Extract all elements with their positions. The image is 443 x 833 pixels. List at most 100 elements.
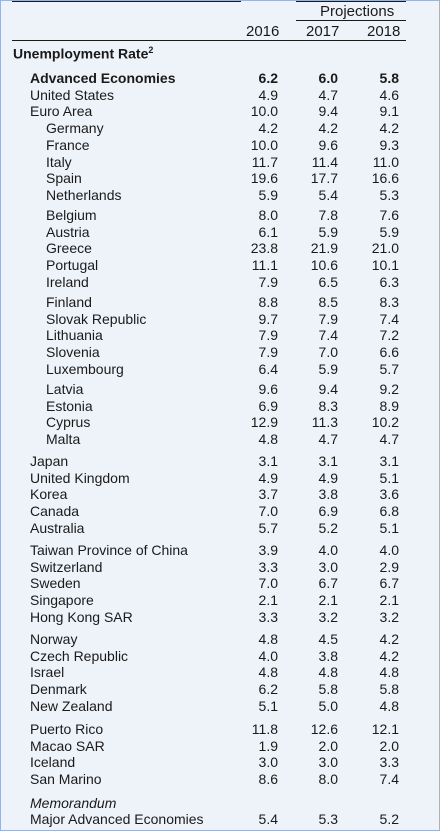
value-2018: 12.1 <box>371 721 399 737</box>
row-label: United Kingdom <box>30 469 130 486</box>
value-2017: 3.1 <box>318 453 338 469</box>
table-row: Germany 4.2 4.2 4.2 <box>0 120 440 136</box>
value-2018: 7.4 <box>379 310 399 327</box>
value-2016: 3.3 <box>258 558 278 575</box>
value-2016: 7.0 <box>258 575 278 592</box>
value-2018: 10.1 <box>371 257 399 274</box>
value-2016: 3.7 <box>258 486 278 503</box>
value-2018: 4.0 <box>379 542 399 558</box>
row-label: Advanced Economies <box>30 70 176 86</box>
value-2018: 4.8 <box>379 697 399 714</box>
value-2016: 6.4 <box>258 360 278 377</box>
table-row: Slovenia 7.9 7.0 6.6 <box>0 344 440 360</box>
table-row: Ireland 7.9 6.5 6.3 <box>0 274 440 290</box>
table-row: Czech Republic 4.0 3.8 4.2 <box>0 648 440 664</box>
table-row: Switzerland 3.3 3.0 2.9 <box>0 559 440 575</box>
value-2016: 8.6 <box>258 771 278 788</box>
value-2018: 4.8 <box>379 664 399 681</box>
value-2018: 3.6 <box>379 486 399 503</box>
table-row: Iceland 3.0 3.0 3.3 <box>0 754 440 770</box>
value-2016: 4.9 <box>258 469 278 486</box>
value-2016: 4.8 <box>258 631 278 647</box>
year-2016-header: 2016 <box>246 23 280 40</box>
table-row: San Marino 8.6 8.0 7.4 <box>0 771 440 787</box>
value-2017: 4.8 <box>318 664 338 681</box>
year-2017-header: 2017 <box>306 23 340 40</box>
row-label: Norway <box>30 631 78 647</box>
row-label: Sweden <box>30 575 81 592</box>
value-2017: 17.7 <box>310 170 338 187</box>
row-label: Belgium <box>46 207 97 223</box>
table-row: Estonia 6.9 8.3 8.9 <box>0 398 440 414</box>
value-2018: 7.4 <box>379 771 399 788</box>
value-2017: 4.0 <box>318 542 338 558</box>
row-label: Slovenia <box>46 344 100 361</box>
table-row: United States 4.9 4.7 4.6 <box>0 87 440 103</box>
row-label: Latvia <box>46 381 84 397</box>
value-2017: 4.7 <box>318 86 338 103</box>
memorandum-row: Major Advanced Economies 5.4 5.3 5.2 <box>0 811 440 827</box>
value-2018: 10.2 <box>371 414 399 431</box>
table-row: France 10.0 9.6 9.3 <box>0 137 440 153</box>
value-2018: 9.2 <box>379 381 399 397</box>
value-2018: 4.6 <box>379 86 399 103</box>
row-label: Finland <box>46 294 92 310</box>
table-row: Hong Kong SAR 3.3 3.2 3.2 <box>0 609 440 625</box>
value-2018: 6.3 <box>379 273 399 290</box>
table-row: Denmark 6.2 5.8 5.8 <box>0 681 440 697</box>
row-label: Slovak Republic <box>46 310 147 327</box>
table-row: Finland 8.8 8.5 8.3 <box>0 294 440 310</box>
table-row: Greece 23.8 21.9 21.0 <box>0 240 440 256</box>
table-row: Luxembourg 6.4 5.9 5.7 <box>0 361 440 377</box>
value-2017: 4.9 <box>318 469 338 486</box>
table-row: Lithuania 7.9 7.4 7.2 <box>0 327 440 343</box>
table-row: Belgium 8.0 7.8 7.6 <box>0 207 440 223</box>
year-2018-header: 2018 <box>367 23 401 40</box>
value-2017: 5.3 <box>318 811 338 827</box>
value-2017: 8.3 <box>318 397 338 414</box>
value-2017: 11.3 <box>311 414 338 431</box>
table-row: Australia 5.7 5.2 5.1 <box>0 520 440 536</box>
table-row: Japan 3.1 3.1 3.1 <box>0 453 440 469</box>
table-row: Austria 6.1 5.9 5.9 <box>0 224 440 240</box>
row-label: Macao SAR <box>30 737 105 754</box>
table-row: Slovak Republic 9.7 7.9 7.4 <box>0 311 440 327</box>
row-label: Lithuania <box>46 327 103 344</box>
value-2018: 4.2 <box>379 647 399 664</box>
table-row: Korea 3.7 3.8 3.6 <box>0 486 440 502</box>
value-2017: 7.0 <box>318 344 338 361</box>
value-2016: 3.9 <box>258 542 278 558</box>
value-2018: 11.0 <box>372 153 399 170</box>
row-label: Switzerland <box>30 558 103 575</box>
value-2016: 5.7 <box>258 519 278 536</box>
value-2017: 9.4 <box>318 381 338 397</box>
table-row: Norway 4.8 4.5 4.2 <box>0 631 440 647</box>
value-2016: 8.8 <box>258 294 278 310</box>
value-2018: 3.1 <box>379 453 399 469</box>
table-row: United Kingdom 4.9 4.9 5.1 <box>0 470 440 486</box>
value-2018: 5.2 <box>379 811 399 827</box>
row-label: France <box>46 136 90 153</box>
footnote-marker: 2 <box>148 45 154 55</box>
value-2017: 5.9 <box>318 223 338 240</box>
value-2017: 4.7 <box>318 431 338 448</box>
value-2016: 7.9 <box>258 273 278 290</box>
value-2016: 5.4 <box>258 811 278 827</box>
value-2016: 6.2 <box>258 70 278 86</box>
memorandum-label: Memorandum <box>30 795 117 811</box>
value-2018: 21.0 <box>371 240 399 257</box>
value-2017: 3.0 <box>318 754 338 771</box>
value-2018: 5.1 <box>379 469 399 486</box>
value-2018: 2.0 <box>379 737 399 754</box>
row-label: Luxembourg <box>46 360 124 377</box>
row-label: Singapore <box>30 592 94 609</box>
projections-rule <box>296 20 406 21</box>
row-label: Italy <box>46 153 72 170</box>
section-title: Unemployment Rate2 <box>13 45 153 62</box>
row-label: Taiwan Province of China <box>30 542 188 558</box>
value-2018: 6.8 <box>379 503 399 520</box>
value-2018: 2.9 <box>379 558 399 575</box>
table-row: New Zealand 5.1 5.0 4.8 <box>0 698 440 714</box>
value-2016: 3.0 <box>258 754 278 771</box>
row-label: Japan <box>30 453 69 469</box>
